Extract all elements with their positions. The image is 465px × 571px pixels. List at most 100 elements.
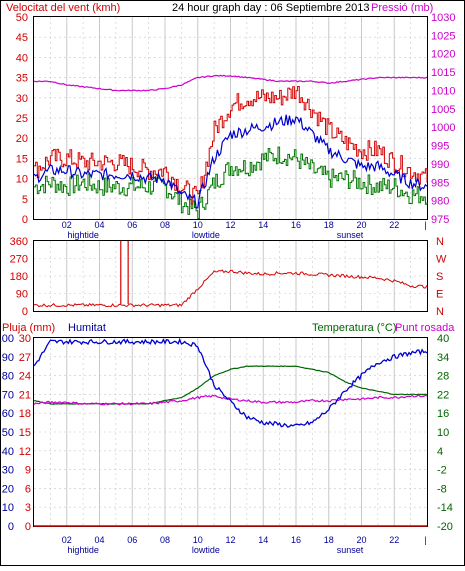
humidity-axis-label: Humitat (68, 322, 106, 334)
top-chart-title: 24 hour graph day : 06 Septiembre 2013 (172, 2, 370, 14)
wind-tick-label: 10 (16, 174, 28, 186)
wind-min-line (34, 146, 428, 219)
tide-label: sunset (337, 230, 364, 240)
hour-tick-label: 08 (160, 220, 170, 230)
wind-average-line (33, 114, 428, 209)
hour-tick-label: 20 (356, 535, 366, 545)
hour-tick-label: 20 (356, 220, 366, 230)
direction-tick-label: 270 (10, 254, 28, 266)
hour-tick-label: 12 (225, 220, 235, 230)
humidity-tick-label: 80 (2, 371, 14, 383)
humidity-line (33, 337, 428, 428)
rain-tick-label: 24 (19, 371, 31, 383)
top-left-axis-label: Velocitat del vent (kmh) (6, 2, 120, 14)
pressure-tick-label: 985 (431, 177, 449, 189)
rain-tick-label: 6 (25, 483, 31, 495)
hour-tick-label: 16 (291, 535, 301, 545)
pressure-line (33, 74, 428, 92)
hour-tick-label: 02 (62, 535, 72, 545)
temperature-tick-label: -2 (437, 465, 447, 477)
rain-tick-label: 9 (25, 465, 31, 477)
wind-tick-label: 50 (16, 12, 28, 24)
rain-axis-label: Pluja (mm) (2, 322, 55, 334)
pressure-tick-label: 975 (431, 214, 449, 226)
pressure-tick-label: 1030 (431, 12, 455, 24)
pressure-tick-label: 1015 (431, 67, 455, 79)
hour-tick-label: 04 (94, 220, 104, 230)
rain-tick-label: 3 (25, 502, 31, 514)
humidity-tick-label: 20 (2, 483, 14, 495)
hour-tick-label: 06 (127, 535, 137, 545)
wind-tick-label: 20 (16, 133, 28, 145)
humidity-tick-label: 40 (2, 446, 14, 458)
temperature-tick-label: -8 (437, 483, 447, 495)
temperature-axis-label: Temperatura (°C) (312, 322, 396, 334)
hour-tick-label: 22 (389, 220, 399, 230)
rain-tick-label: 30 (19, 333, 31, 345)
tide-label: sunset (337, 545, 364, 555)
direction-tick-label: 90 (16, 289, 28, 301)
dewpoint-line (33, 394, 428, 406)
humidity-tick-label: 10 (2, 502, 14, 514)
pressure-tick-label: 1005 (431, 104, 455, 116)
wind-direction-line (33, 269, 428, 308)
direction-tick-label: 0 (22, 306, 28, 318)
temperature-tick-label: 16 (437, 408, 449, 420)
wind-tick-label: 40 (16, 52, 28, 64)
hour-tick-label: 02 (62, 220, 72, 230)
top-right-axis-label: Pressió (mb) (371, 2, 433, 14)
humidity-tick-label: 0 (8, 521, 14, 533)
direction-tick-label: 180 (10, 271, 28, 283)
wind-tick-label: 45 (16, 32, 28, 44)
hour-tick-label: 22 (389, 535, 399, 545)
end-marker: | (424, 535, 426, 545)
temperature-tick-label: 40 (437, 333, 449, 345)
hour-tick-label: 10 (193, 535, 203, 545)
compass-label: E (436, 289, 443, 301)
hour-tick-label: 18 (324, 220, 334, 230)
direction-tick-label: 360 (10, 236, 28, 248)
hour-tick-label: 16 (291, 220, 301, 230)
hour-tick-label: 14 (258, 535, 268, 545)
humidity-tick-label: 30 (2, 465, 14, 477)
pressure-tick-label: 1000 (431, 122, 455, 134)
rain-tick-label: 12 (19, 446, 31, 458)
tide-label: hightide (67, 545, 99, 555)
compass-label: W (436, 254, 447, 266)
hour-tick-label: 10 (193, 220, 203, 230)
compass-label: S (436, 271, 443, 283)
humidity-tick-label: 50 (2, 427, 14, 439)
compass-label: N (436, 306, 444, 318)
rain-tick-label: 21 (19, 389, 31, 401)
temperature-tick-label: 10 (437, 427, 449, 439)
temperature-tick-label: -14 (437, 502, 453, 514)
wind-tick-label: 30 (16, 93, 28, 105)
hour-tick-label: 14 (258, 220, 268, 230)
wind-tick-label: 15 (16, 153, 28, 165)
rain-tick-label: 0 (25, 521, 31, 533)
temperature-tick-label: -20 (437, 521, 453, 533)
pressure-tick-label: 1025 (431, 30, 455, 42)
compass-label: N (436, 236, 444, 248)
humidity-tick-label: 60 (2, 408, 14, 420)
tide-label: lowtide (192, 230, 220, 240)
wind-tick-label: 0 (22, 214, 28, 226)
humidity-tick-label: 100 (0, 333, 14, 345)
data-series (33, 74, 428, 527)
hour-tick-label: 06 (127, 220, 137, 230)
hour-tick-label: 08 (160, 535, 170, 545)
pressure-tick-label: 980 (431, 196, 449, 208)
axis-ticks: 0510152025303540455097598098599099510001… (0, 12, 455, 555)
grid-lines (34, 17, 427, 526)
hour-tick-label: 12 (225, 535, 235, 545)
pressure-tick-label: 1010 (431, 85, 455, 97)
temperature-tick-label: 4 (437, 446, 443, 458)
pressure-tick-label: 990 (431, 159, 449, 171)
temperature-tick-label: 28 (437, 371, 449, 383)
rain-tick-label: 18 (19, 408, 31, 420)
wind-tick-label: 35 (16, 73, 28, 85)
wind-tick-label: 5 (22, 194, 28, 206)
end-marker: | (424, 220, 426, 230)
